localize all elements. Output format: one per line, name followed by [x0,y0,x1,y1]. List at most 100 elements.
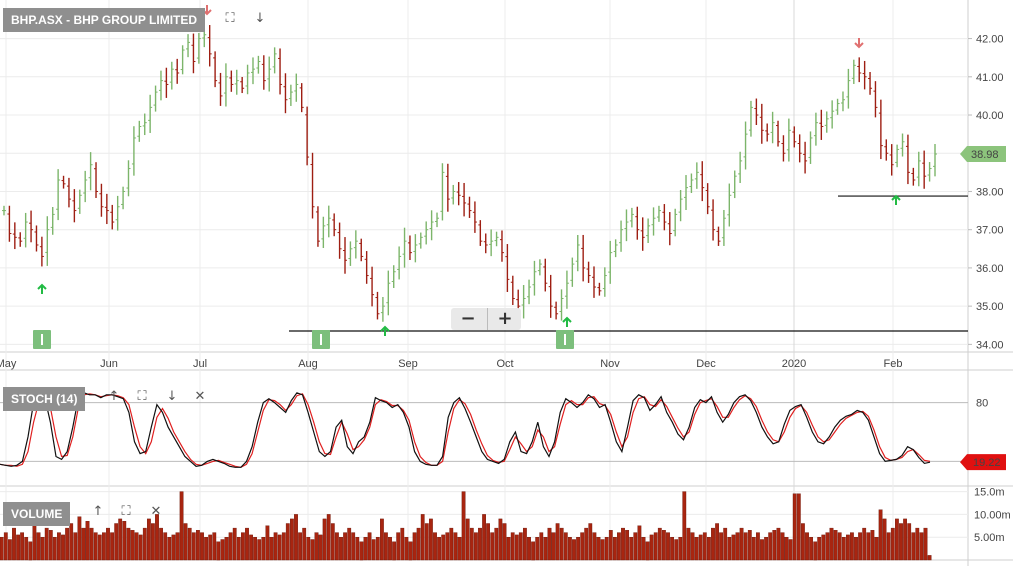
volume-bar [355,537,360,561]
volume-bar [302,527,307,561]
volume-bar [523,527,527,561]
price-bar [873,81,878,118]
price-bar [180,45,185,75]
expand-icon[interactable]: ⛶ [225,11,235,26]
zoom-in-button[interactable]: + [487,308,522,330]
volume-bar [273,532,278,561]
volume-bar [707,537,711,561]
volume-bar [318,534,323,561]
price-bar [353,230,358,259]
price-bar [689,173,694,194]
price-bar [158,70,163,101]
arrow-down-icon[interactable]: ↓ [254,11,266,26]
volume-bar [44,527,49,561]
price-bars [2,25,937,322]
volume-bar [351,532,356,561]
stoch-tick-label: 80 [976,398,988,410]
price-tick-label: 36.00 [976,263,1004,275]
price-bar [608,240,613,284]
price-tick-label: 37.00 [976,225,1004,237]
volume-bar [895,518,899,561]
volume-bar [584,527,589,561]
volume-bar [220,539,225,561]
arrow-up-icon[interactable]: ↑ [108,389,120,404]
volume-bar [195,530,200,561]
price-bar [445,163,450,212]
volume-bar [380,518,384,561]
price-bar [380,297,385,322]
volume-bar [371,539,376,561]
volume-bar [326,514,331,561]
price-bar [39,236,44,267]
volume-bar [65,527,70,561]
price-bar [792,126,797,148]
volume-bar [731,534,736,561]
volume-bar [40,537,45,561]
price-bar [694,162,699,189]
close-icon[interactable]: ✕ [150,504,162,519]
price-bar [467,196,472,218]
volume-bar [645,541,650,561]
x-axis: May Jun Jul Aug Sep Oct Nov Dec 2020 Feb [0,358,902,370]
volume-bar [433,532,437,561]
volume-bar [118,518,123,561]
volume-bar [163,532,168,561]
volume-bar [110,532,115,561]
price-bar [337,222,342,259]
volume-bar [277,534,282,561]
month-label: Feb [884,358,903,370]
volume-bar [408,541,413,561]
volume-bar [719,532,724,561]
zoom-out-button[interactable]: − [460,308,476,329]
volume-bar [854,537,858,561]
volume-bar [641,537,646,561]
price-bar [781,135,786,162]
volume-bar [261,537,266,561]
price-bar [678,189,683,222]
expand-icon[interactable]: ⛶ [121,504,131,519]
price-bar [440,163,445,221]
volume-bar [776,527,781,561]
price-bar [564,270,569,309]
price-bar [900,133,905,157]
price-bar [819,109,824,140]
price-bar [635,206,640,240]
volume-bar [801,523,805,561]
price-bar [332,213,337,237]
price-bar [646,218,651,243]
volume-bar [698,534,703,561]
price-bar [554,301,559,320]
volume-bar [441,534,446,561]
arrow-down-icon[interactable]: ↓ [166,389,178,404]
volume-bar [179,491,184,561]
volume-bar [416,527,421,561]
price-bar [662,204,667,231]
volume-bar [457,537,462,561]
arrow-head [37,283,47,290]
volume-bar [866,532,871,561]
volume-bar [290,518,294,561]
expand-icon[interactable]: ⛶ [137,389,147,404]
volume-bar [404,537,409,561]
volume-bar [212,532,217,561]
volume-bar [294,514,298,561]
volume-bar [792,493,797,561]
price-bar [191,33,196,74]
volume-bar [20,532,24,561]
price-bar [656,205,661,222]
volume-bar [142,527,147,561]
price-bar [705,183,710,215]
volume-bar [539,532,544,561]
event-marker [556,330,574,349]
volume-bar [469,527,474,561]
volume-bar [690,532,695,561]
close-icon[interactable]: ✕ [194,389,206,404]
volume-panel-label: VOLUME [3,502,71,526]
price-bar [916,151,921,187]
volume-bar [899,523,903,561]
volume-bar [400,527,405,561]
arrow-up-icon[interactable]: ↑ [92,504,104,519]
price-bar [142,113,147,136]
price-bar [494,231,499,247]
